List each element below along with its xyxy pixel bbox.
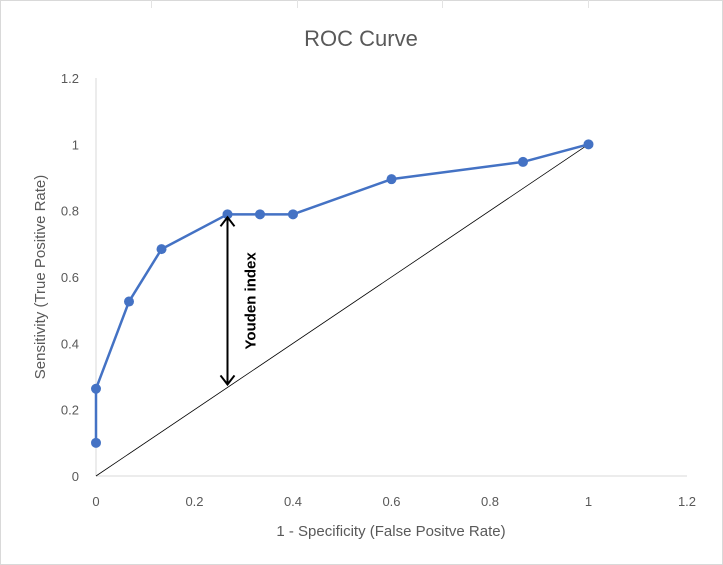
y-axis-title: Sensitivity (True Positive Rate) xyxy=(32,175,49,380)
y-tick-labels: 0 0.2 0.4 0.6 0.8 1 1.2 xyxy=(61,71,79,484)
y-tick-label: 0.2 xyxy=(61,403,79,418)
y-tick-label: 0.8 xyxy=(61,204,79,219)
youden-index-annotation: Youden index xyxy=(219,215,259,387)
x-axis-title: 1 - Specificity (False Positve Rate) xyxy=(276,523,505,540)
roc-data-point xyxy=(91,383,101,394)
chart-title: ROC Curve xyxy=(304,26,418,51)
x-tick-label: 0.2 xyxy=(185,494,203,509)
y-tick-label: 0.6 xyxy=(61,270,79,285)
x-tick-label: 0 xyxy=(92,494,99,509)
reference-diagonal-line xyxy=(95,144,589,477)
roc-curve-line xyxy=(94,143,589,443)
roc-data-point xyxy=(255,209,266,220)
y-tick-label: 1 xyxy=(72,137,79,152)
x-tick-labels: 0 0.2 0.4 0.6 0.8 1 1.2 xyxy=(92,494,696,509)
roc-data-point xyxy=(222,209,233,220)
sheet-gridline xyxy=(151,0,152,8)
roc-curve-points xyxy=(91,139,594,448)
x-tick-label: 0.4 xyxy=(284,494,302,509)
y-tick-label: 0.4 xyxy=(61,336,79,351)
x-tick-label: 1 xyxy=(585,494,592,509)
roc-data-point xyxy=(156,244,167,255)
sheet-gridline xyxy=(588,0,589,8)
x-tick-label: 1.2 xyxy=(678,494,696,509)
youden-arrow-head-bottom xyxy=(219,374,236,387)
roc-data-point xyxy=(386,174,397,185)
youden-index-label: Youden index xyxy=(242,252,259,350)
sheet-gridline xyxy=(442,0,443,8)
roc-data-point xyxy=(123,296,134,307)
spreadsheet-gridlines xyxy=(0,0,723,8)
roc-data-point xyxy=(288,209,298,220)
roc-data-point xyxy=(91,437,101,448)
y-tick-label: 0 xyxy=(72,469,79,484)
youden-arrow-head-top xyxy=(219,215,236,227)
roc-data-point xyxy=(517,156,528,167)
x-tick-label: 0.8 xyxy=(481,494,499,509)
x-tick-label: 0.6 xyxy=(382,494,400,509)
roc-data-point xyxy=(583,139,594,150)
sheet-gridline xyxy=(297,0,298,8)
y-tick-label: 1.2 xyxy=(61,71,79,86)
